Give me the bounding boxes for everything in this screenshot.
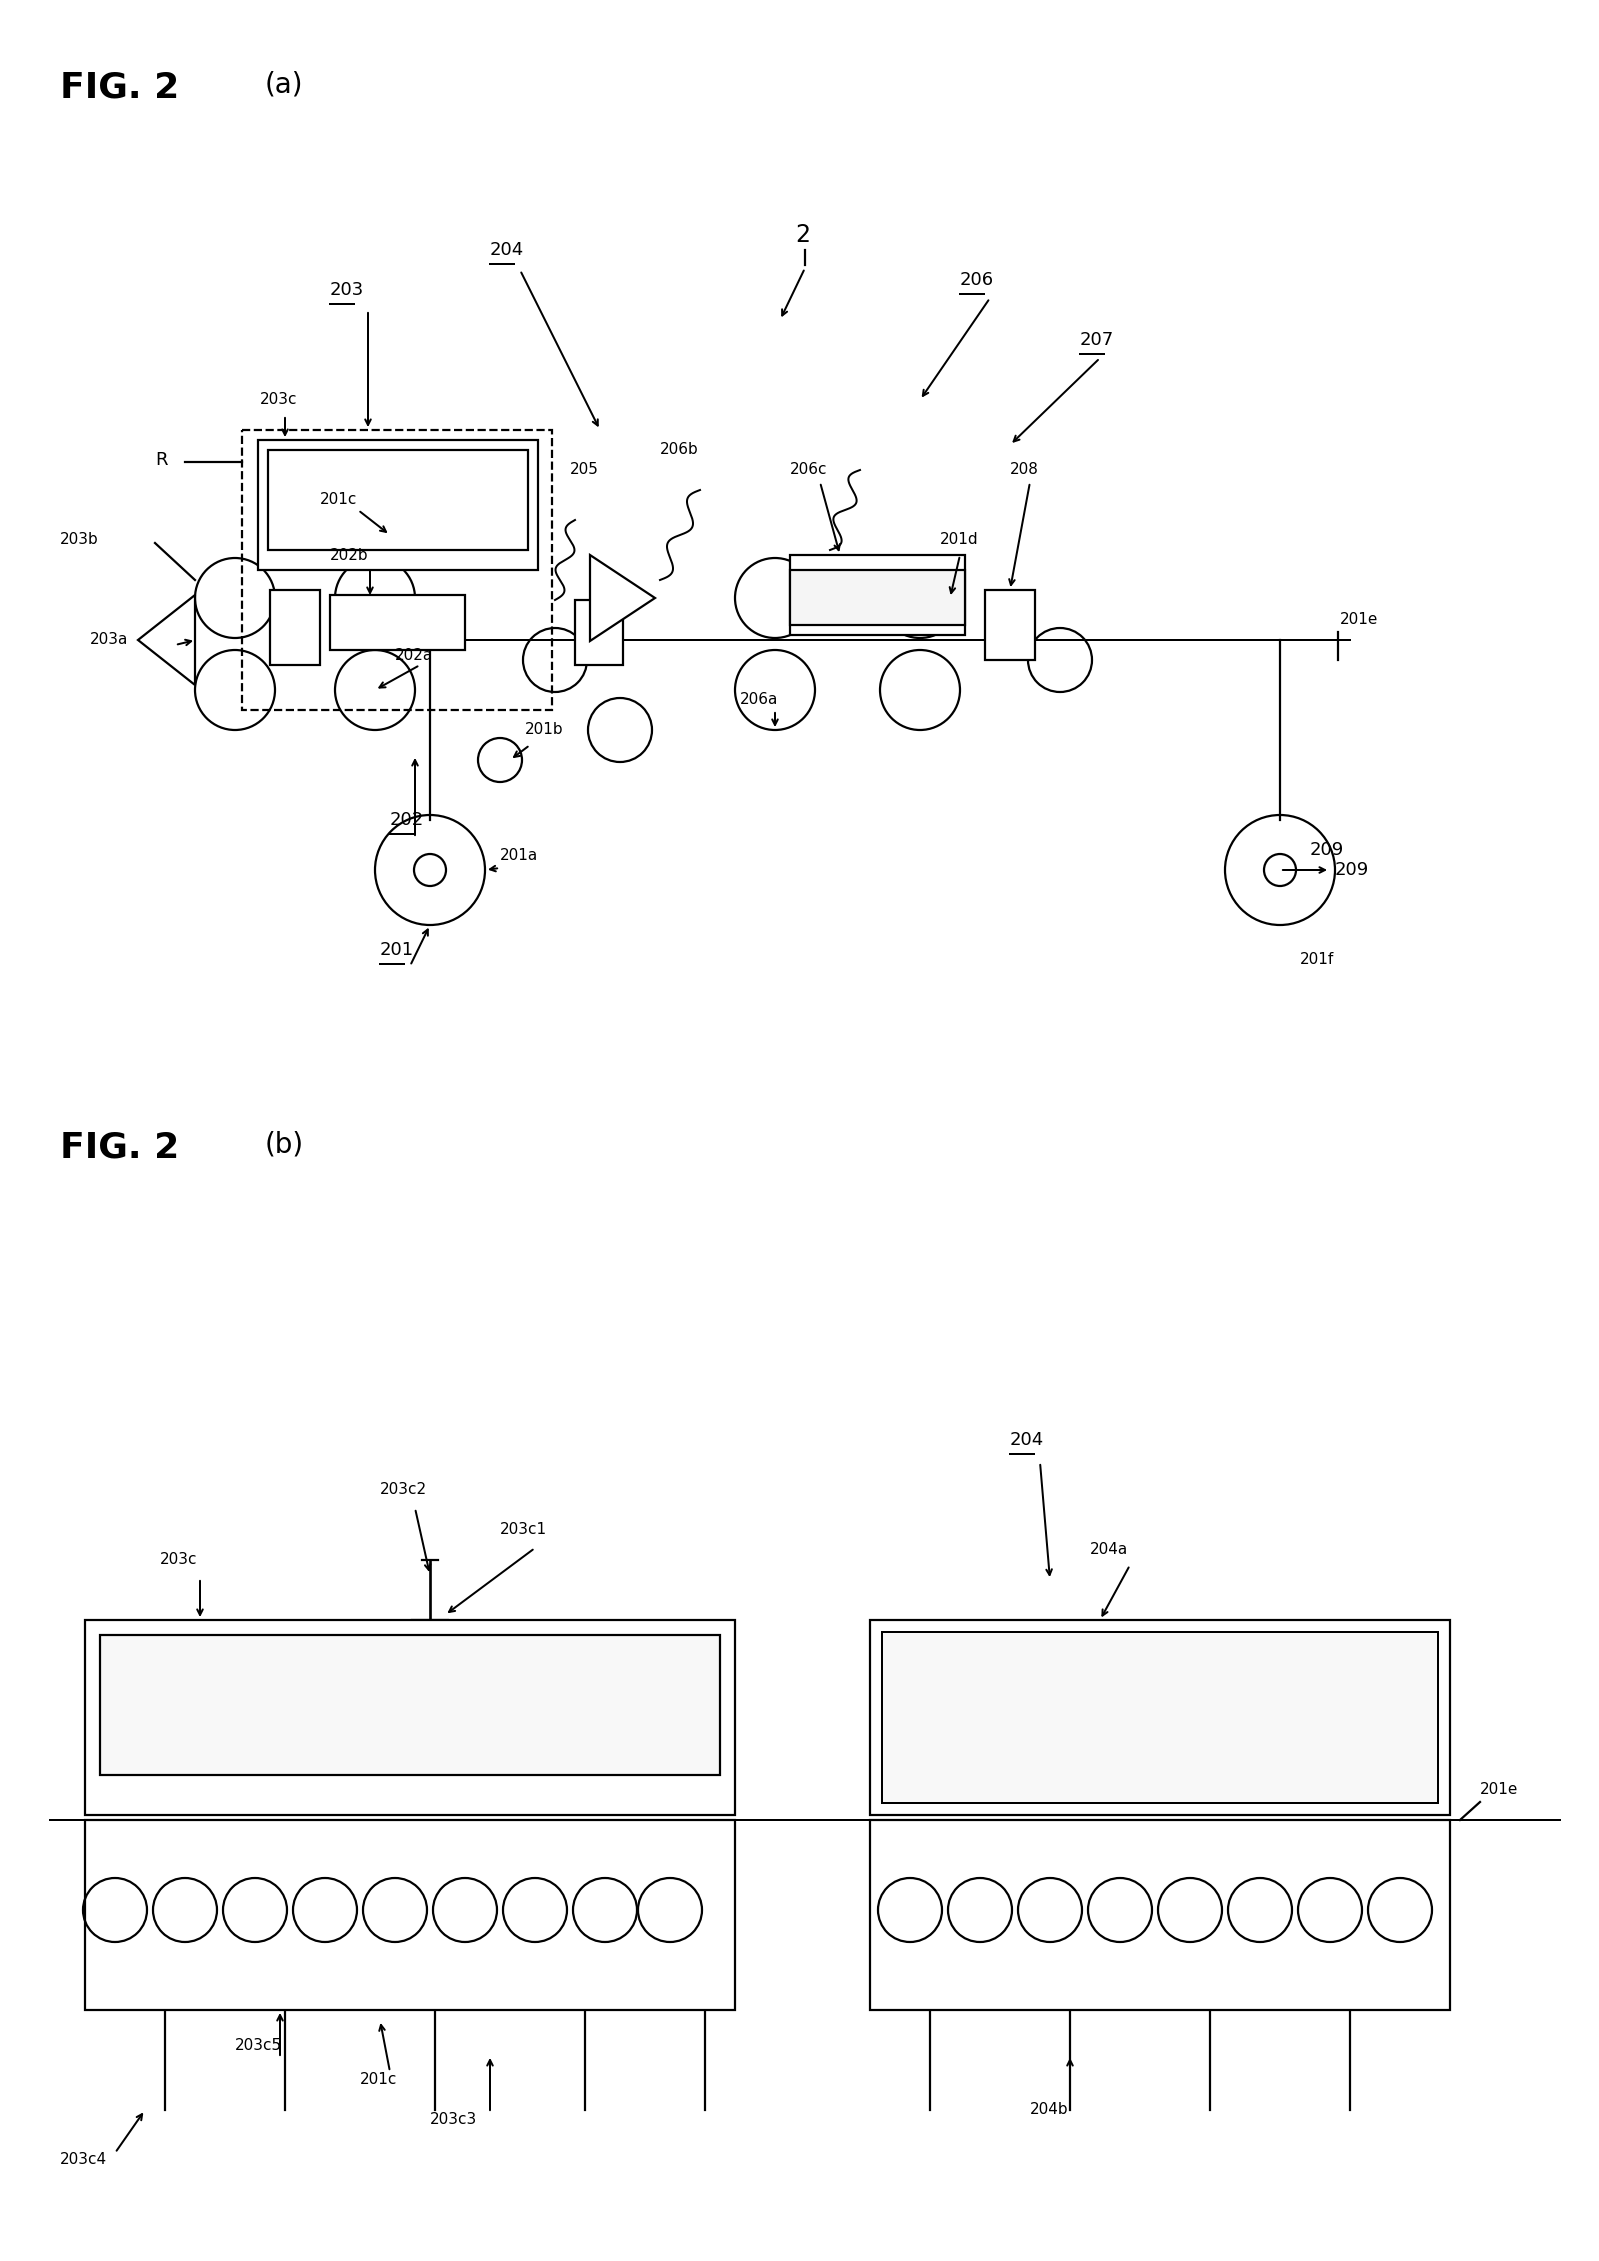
Text: 203a: 203a [90,633,128,647]
Polygon shape [590,554,656,642]
Polygon shape [138,595,195,685]
Text: (a): (a) [265,70,304,97]
Bar [257,441,537,570]
Text: 203c1: 203c1 [500,1522,547,1537]
Text: 201c: 201c [320,493,357,506]
Bar [269,450,528,549]
Bar [101,1635,720,1775]
Bar [85,1820,736,2010]
Text: 203c: 203c [261,393,297,407]
Text: 201d: 201d [940,534,979,547]
Text: 207: 207 [1079,330,1115,348]
Text: R: R [155,450,168,468]
Text: 203b: 203b [61,534,99,547]
Bar [870,1619,1450,1816]
Text: 201: 201 [381,941,414,959]
Bar [329,595,465,649]
Text: 202: 202 [390,812,424,830]
Text: 209: 209 [1335,861,1369,880]
Text: 206c: 206c [790,464,828,477]
Text: 203c3: 203c3 [430,2112,477,2128]
Bar [985,590,1035,660]
Text: 209: 209 [1310,841,1345,859]
Text: 201e: 201e [1340,613,1378,629]
Text: 206b: 206b [660,443,699,457]
Text: 201e: 201e [1481,1782,1519,1797]
Text: 204b: 204b [1030,2103,1068,2119]
Text: 201f: 201f [1300,952,1334,968]
Bar [790,570,966,624]
Text: 203c4: 203c4 [61,2152,107,2168]
Bar [241,430,552,710]
Text: 205: 205 [569,464,600,477]
Text: FIG. 2: FIG. 2 [61,1130,179,1164]
Text: 201a: 201a [500,848,539,861]
Bar [790,554,966,635]
Text: 202b: 202b [329,547,369,563]
Bar [270,590,320,665]
Bar [870,1820,1450,2010]
Text: (b): (b) [265,1130,304,1158]
Text: 2: 2 [795,224,811,246]
Text: 203c2: 203c2 [381,1483,427,1497]
Text: 206a: 206a [740,692,779,708]
Text: FIG. 2: FIG. 2 [61,70,179,104]
Bar [576,599,624,665]
Text: 201c: 201c [360,2073,398,2087]
Text: 204: 204 [489,242,524,260]
Text: 208: 208 [1011,464,1039,477]
Text: 204: 204 [1011,1431,1044,1449]
Text: 203c: 203c [160,1553,198,1567]
Bar [101,1635,720,1775]
Bar [883,1632,1438,1802]
Text: 201b: 201b [524,724,563,737]
Text: 204a: 204a [1091,1542,1129,1558]
Text: 203c5: 203c5 [235,2037,281,2053]
Text: 203: 203 [329,280,365,298]
Text: 202a: 202a [395,647,433,662]
Bar [85,1619,736,1816]
Text: 206: 206 [959,271,995,289]
